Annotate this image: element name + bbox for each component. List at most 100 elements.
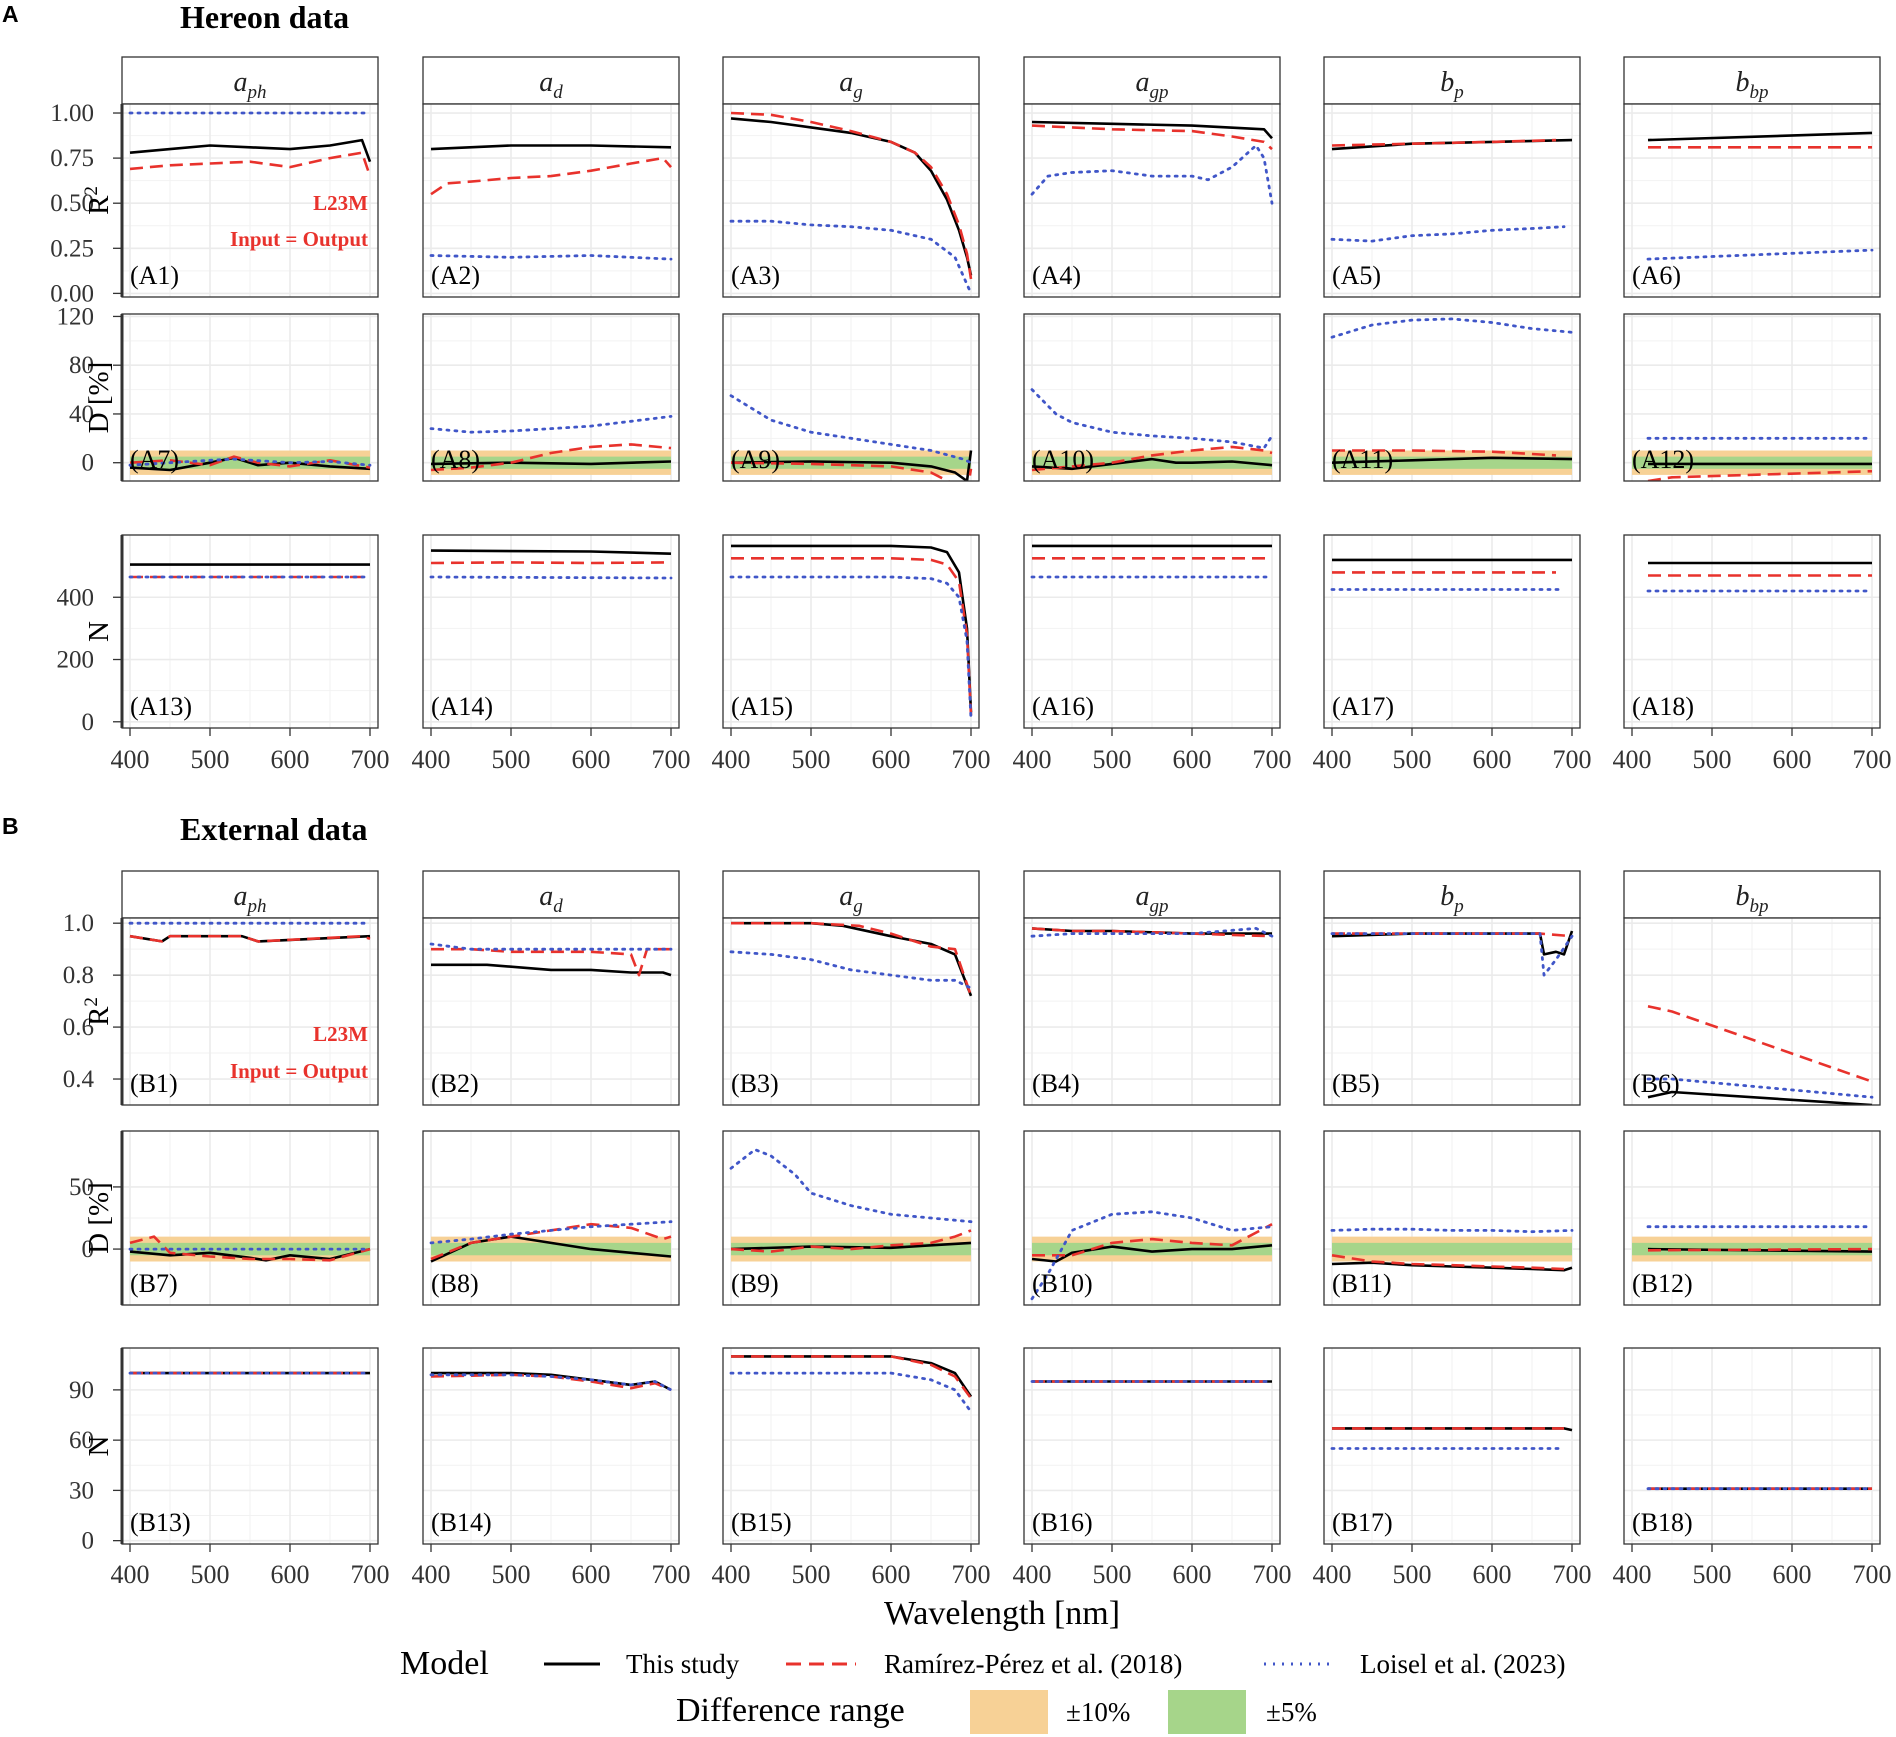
panel-a14: (A14) 400 500 600 700 xyxy=(412,534,691,774)
x-tick-label: 600 xyxy=(572,745,611,774)
series-group xyxy=(1030,120,1274,205)
panel-a13: (A13) 400 500 600 700 xyxy=(111,534,390,774)
panel-border xyxy=(1023,313,1281,482)
x-tick-label: 400 xyxy=(1313,1560,1352,1589)
y-tick-label: 0 xyxy=(82,1528,95,1555)
x-tick-label: 500 xyxy=(1693,1560,1732,1589)
panel-label: (B8) xyxy=(431,1269,479,1298)
y-tick-label: 0.00 xyxy=(50,280,94,307)
facet-label-sub: gp xyxy=(1150,896,1169,917)
panel-b18: (B18) 400 500 600 700 xyxy=(1613,1347,1892,1589)
panel-label: (A1) xyxy=(130,261,179,290)
x-tick-label: 500 xyxy=(1093,745,1132,774)
series-group xyxy=(128,563,372,579)
y-tick-label: 0.25 xyxy=(50,235,94,262)
annotation-a-l23m: L23M xyxy=(313,191,368,215)
panel-a11: (A11) xyxy=(1323,313,1581,482)
x-tick-label: 500 xyxy=(1693,745,1732,774)
x-tick-label: 700 xyxy=(652,745,691,774)
y-tick-label: 40 xyxy=(69,401,94,428)
panel-label: (A6) xyxy=(1632,261,1681,290)
y-tick-label: 50 xyxy=(69,1174,94,1201)
panel-a8: (A8) xyxy=(422,313,680,482)
series-group xyxy=(429,549,673,580)
panel-label: (A4) xyxy=(1032,261,1081,290)
panel-b10: (B10) xyxy=(1023,1130,1281,1306)
series-this-study xyxy=(1031,1244,1273,1263)
panel-b7: (B7) xyxy=(120,1130,379,1306)
facet-strip-a-3 xyxy=(722,56,980,105)
panel-b-title: External data xyxy=(180,811,368,847)
y-tick-label: 0.8 xyxy=(63,962,94,989)
panel-label: (B7) xyxy=(130,1269,178,1298)
series-group xyxy=(1646,561,1874,593)
x-tick-label: 600 xyxy=(572,1560,611,1589)
x-tick-label: 500 xyxy=(191,745,230,774)
series-ramirez xyxy=(430,156,672,196)
series-group xyxy=(1330,930,1574,977)
series-ramirez xyxy=(430,561,672,565)
series-ramirez xyxy=(1031,124,1273,151)
x-tick-label: 700 xyxy=(351,1560,390,1589)
legend-model-title: Model xyxy=(400,1645,489,1682)
panel-a1: (A1) xyxy=(120,103,379,298)
series-ramirez xyxy=(129,934,371,943)
panel-label: (B5) xyxy=(1332,1069,1380,1098)
series-ramirez xyxy=(1031,445,1273,472)
panel-border xyxy=(1623,1130,1881,1306)
series-group xyxy=(429,414,673,472)
facet-label-sub: ph xyxy=(246,896,267,917)
x-tick-label: 400 xyxy=(712,1560,751,1589)
series-group xyxy=(1030,927,1274,938)
series-ramirez xyxy=(129,151,372,177)
series-group xyxy=(729,111,973,295)
panel-border xyxy=(1023,917,1281,1106)
series-group xyxy=(1330,558,1572,591)
panel-a6: (A6) xyxy=(1623,103,1881,298)
legend-range-title: Difference range xyxy=(676,1692,905,1729)
series-ramirez xyxy=(731,1355,973,1400)
x-tick-label: 700 xyxy=(1853,745,1892,774)
y-tick-label: 0.4 xyxy=(63,1066,95,1093)
series-group xyxy=(1646,131,1874,261)
panel-label: (A16) xyxy=(1032,692,1094,721)
panel-a12: (A12) xyxy=(1623,313,1881,482)
series-group xyxy=(429,1371,673,1392)
x-tick-label: 600 xyxy=(1173,745,1212,774)
panel-label: (A5) xyxy=(1332,261,1381,290)
series-group xyxy=(429,942,673,977)
series-group xyxy=(729,921,973,997)
series-loisel xyxy=(729,575,973,721)
panel-border xyxy=(1623,534,1881,729)
series-group xyxy=(1330,1427,1573,1450)
series-ramirez xyxy=(129,455,371,469)
panel-label: (B4) xyxy=(1032,1069,1080,1098)
panel-label: (B10) xyxy=(1032,1269,1093,1298)
facet-strip-a-6 xyxy=(1623,56,1881,105)
series-this-study xyxy=(1331,456,1573,464)
panel-b8: (B8) xyxy=(422,1130,680,1306)
x-tick-label: 600 xyxy=(872,1560,911,1589)
series-group xyxy=(729,544,973,721)
series-ramirez xyxy=(430,1222,672,1261)
series-ramirez xyxy=(430,443,672,472)
y-axis-title-d: D [%] xyxy=(83,1182,115,1254)
series-loisel xyxy=(1330,317,1574,339)
y-axis-title-sup: 2 xyxy=(81,186,102,196)
series-loisel xyxy=(1030,388,1274,450)
series-group xyxy=(128,111,372,177)
series-group xyxy=(128,455,372,472)
panel-b16: (B16) 400 500 600 700 xyxy=(1013,1347,1292,1589)
y-tick-label: 0 xyxy=(82,709,95,736)
panel-border xyxy=(722,1130,980,1306)
y-tick-label: 0.75 xyxy=(50,145,94,172)
panel-label: (B12) xyxy=(1632,1269,1693,1298)
x-tick-label: 500 xyxy=(1393,1560,1432,1589)
series-ramirez xyxy=(1031,927,1273,938)
series-ramirez xyxy=(1332,449,1557,457)
annotation-b-l23m: L23M xyxy=(313,1022,368,1046)
panel-label: (B2) xyxy=(431,1069,479,1098)
series-ramirez xyxy=(1647,1247,1873,1252)
panel-b15: (B15) 400 500 600 700 xyxy=(712,1347,991,1589)
panel-a5: (A5) xyxy=(1323,103,1581,298)
